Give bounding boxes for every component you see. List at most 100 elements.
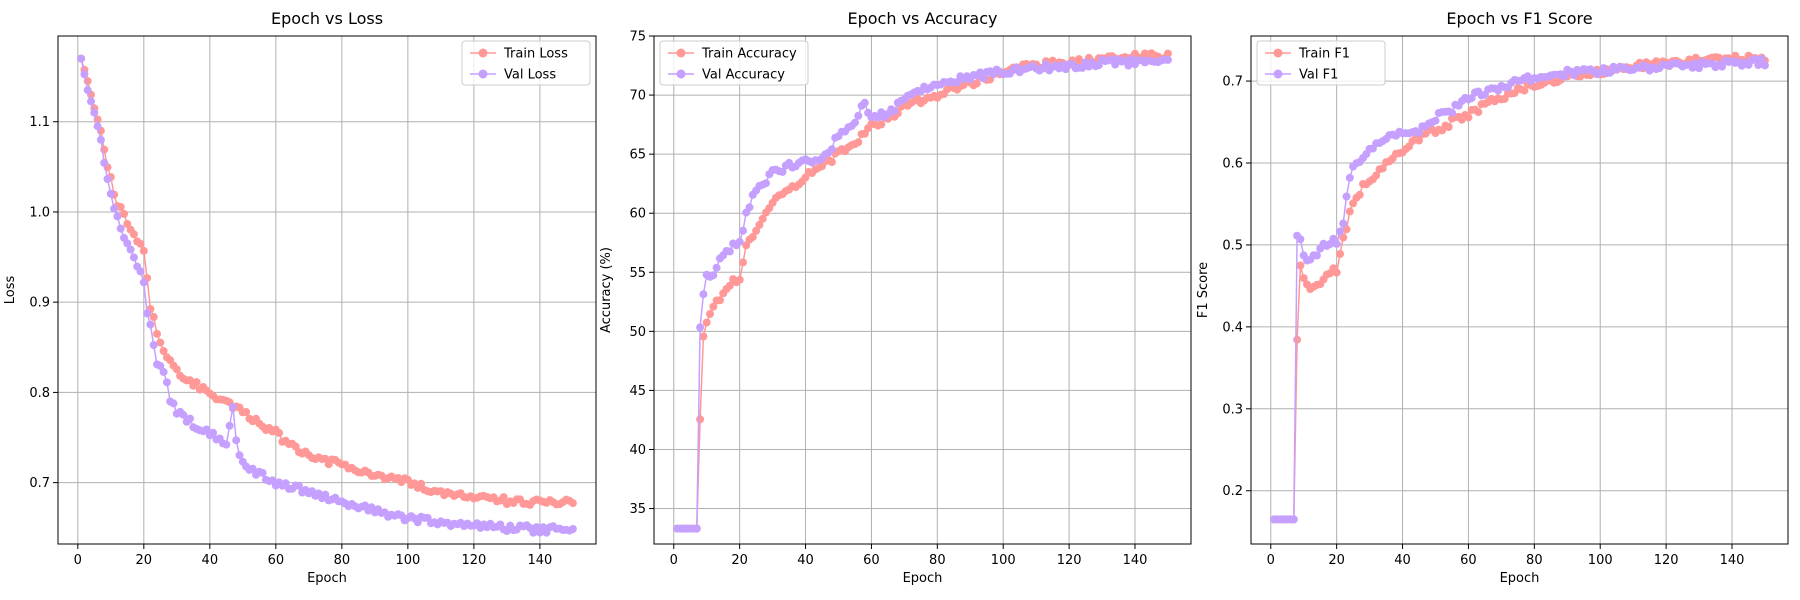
y-tick-label: 1.1: [29, 115, 50, 130]
y-tick-label: 0.3: [1222, 402, 1243, 417]
f1-x-axis-label: Epoch: [1500, 571, 1540, 586]
loss-axis-ticks: 0 20 40 60 80 100 120 140 0.7 0.8 0.9 1.0 1.1: [29, 115, 552, 568]
x-tick-label: 20: [731, 553, 748, 568]
data-point-val: [854, 111, 863, 120]
x-tick-label: 80: [334, 553, 351, 568]
data-point-val: [143, 309, 152, 318]
y-tick-label: 70: [629, 89, 646, 104]
data-point-train: [1336, 250, 1344, 258]
data-point-val: [225, 421, 234, 430]
data-point-val: [146, 320, 155, 329]
f1-plot-frame: [1250, 35, 1789, 545]
data-point-train: [739, 258, 747, 267]
data-point-val: [123, 239, 132, 248]
data-point-val: [1695, 64, 1703, 73]
data-point-val: [979, 74, 988, 83]
legend-train-f1: Train F1: [1298, 47, 1350, 62]
data-point-val: [1124, 61, 1133, 70]
data-point-val: [735, 237, 744, 246]
x-tick-label: 140: [1123, 553, 1148, 568]
data-point-train: [1464, 113, 1473, 122]
f1-chart-title: Epoch vs F1 Score: [1446, 9, 1592, 28]
y-tick-label: 0.5: [1222, 238, 1243, 253]
data-point-val: [696, 323, 705, 332]
y-tick-label: 55: [629, 266, 646, 281]
data-point-val: [248, 464, 257, 473]
data-point-val: [1606, 68, 1615, 77]
data-point-val: [126, 245, 135, 254]
data-point-val: [294, 481, 303, 490]
y-tick-label: 65: [629, 148, 646, 163]
y-tick-label: 1.0: [29, 205, 50, 220]
f1-axis-ticks: 0 20 40 60 80 100 120 140 0.2 0.3 0.4 0.5 0.6 0.7: [1222, 75, 1744, 568]
f1-chart: 0 20 40 60 80 100 120 140 0.2 0.3 0.4 0.5 0.6 0.7 Epo…: [1196, 9, 1789, 586]
y-tick-label: 0.8: [29, 386, 50, 401]
data-point-train: [1355, 190, 1364, 199]
data-point-val: [725, 247, 734, 256]
y-tick-label: 45: [629, 384, 646, 399]
data-point-train: [706, 310, 714, 318]
y-tick-label: 0.7: [1222, 75, 1243, 90]
data-point-val: [1336, 227, 1344, 236]
data-point-val: [116, 224, 125, 233]
data-point-train: [1474, 108, 1483, 117]
data-point-val: [100, 158, 109, 167]
data-point-val: [129, 253, 138, 262]
x-tick-label: 40: [202, 553, 219, 568]
accuracy-chart-title: Epoch vs Accuracy: [847, 9, 997, 28]
data-point-train: [417, 479, 426, 488]
data-point-train: [129, 230, 138, 239]
x-tick-label: 120: [1057, 553, 1082, 568]
accuracy-x-axis-label: Epoch: [903, 571, 943, 586]
legend-train-accuracy: Train Accuracy: [701, 47, 797, 62]
data-point-val: [258, 468, 267, 477]
x-tick-label: 100: [395, 553, 420, 568]
data-point-train: [116, 203, 125, 211]
data-point-train: [752, 226, 761, 235]
x-tick-label: 0: [1267, 553, 1275, 568]
data-point-val: [1339, 219, 1348, 228]
data-point-train: [1520, 86, 1529, 95]
x-tick-label: 120: [1654, 553, 1679, 568]
data-point-val: [827, 145, 836, 154]
data-point-train: [156, 338, 165, 347]
data-point-val: [1754, 61, 1763, 70]
data-point-train: [1296, 261, 1305, 270]
f1-legend: Train F1 Val F1: [1256, 40, 1386, 86]
data-point-val: [890, 107, 899, 115]
data-point-val: [739, 226, 747, 235]
x-tick-label: 100: [991, 553, 1016, 568]
data-point-train: [1339, 233, 1348, 242]
data-point-val: [209, 428, 218, 437]
data-point-val: [692, 524, 701, 533]
data-point-val: [762, 179, 770, 188]
x-tick-label: 140: [1720, 553, 1745, 568]
data-point-train: [139, 246, 148, 255]
accuracy-legend: Train Accuracy Val Accuracy: [659, 40, 809, 86]
data-point-val: [87, 97, 95, 106]
y-tick-label: 40: [629, 443, 646, 458]
data-point-train: [972, 79, 981, 88]
y-tick-label: 0.2: [1222, 484, 1243, 499]
data-point-val: [80, 70, 89, 79]
x-tick-label: 80: [1526, 553, 1543, 568]
data-point-val: [1312, 251, 1321, 260]
x-tick-label: 0: [670, 553, 678, 568]
loss-chart: 0 20 40 60 80 100 120 140 0.7 0.8 0.9 1.0 1.1 Epoch …: [3, 9, 597, 586]
data-point-val: [169, 399, 178, 408]
legend-val-accuracy: Val Accuracy: [702, 68, 785, 83]
x-tick-label: 20: [1328, 553, 1345, 568]
loss-grid: [58, 36, 596, 544]
data-point-train: [725, 281, 734, 290]
data-point-val: [1342, 192, 1351, 201]
data-point-train: [715, 296, 724, 305]
y-tick-label: 75: [629, 30, 646, 45]
data-point-val: [1296, 235, 1305, 244]
data-point-val: [1751, 55, 1760, 64]
data-point-val: [1345, 173, 1354, 182]
data-point-val: [232, 436, 241, 445]
data-point-train: [192, 378, 201, 387]
data-point-train: [275, 428, 284, 437]
